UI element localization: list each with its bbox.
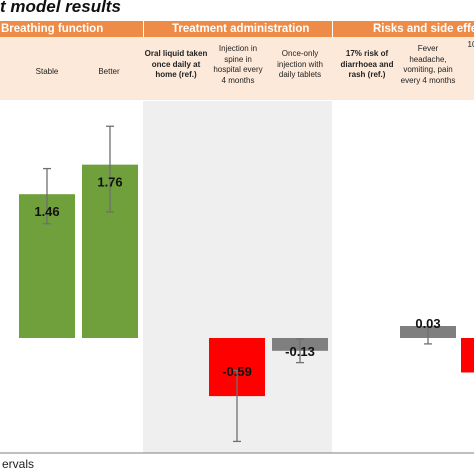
level-label-better: Better xyxy=(98,67,120,76)
group-breathing-function: Breathing function xyxy=(1,23,104,35)
footnote-text: ervals xyxy=(2,457,35,471)
level-label-diarrhoea: 17% risk of diarrhoea and rash (ref.) xyxy=(340,49,394,79)
level-label-partial: 10 xyxy=(467,40,474,49)
bar xyxy=(461,338,474,373)
group-treatment-administration: Treatment administration xyxy=(172,23,310,35)
data-label: 0.03 xyxy=(415,316,440,331)
group-separator xyxy=(143,21,144,37)
chart-title: t model results xyxy=(0,0,121,16)
level-label-injection-spine: Injection in spine in hospital every 4 m… xyxy=(213,44,263,85)
data-label: 1.76 xyxy=(97,175,122,190)
level-header-band xyxy=(0,37,474,100)
group-risks-side-effects: Risks and side effect xyxy=(373,23,474,35)
data-label: -0.13 xyxy=(285,344,315,359)
data-label: 1.46 xyxy=(34,204,59,219)
level-label-once-only: Once-only injection with daily tablets xyxy=(277,49,323,79)
attribute-header-band xyxy=(0,21,474,37)
data-label: -0.59 xyxy=(222,364,252,379)
level-label-fever: Fever headache, vomiting, pain every 4 m… xyxy=(400,44,456,85)
level-label-oral-liquid: Oral liquid taken once daily at home (re… xyxy=(144,49,208,79)
group-separator xyxy=(332,21,333,37)
level-label-stable: Stable xyxy=(35,67,59,76)
